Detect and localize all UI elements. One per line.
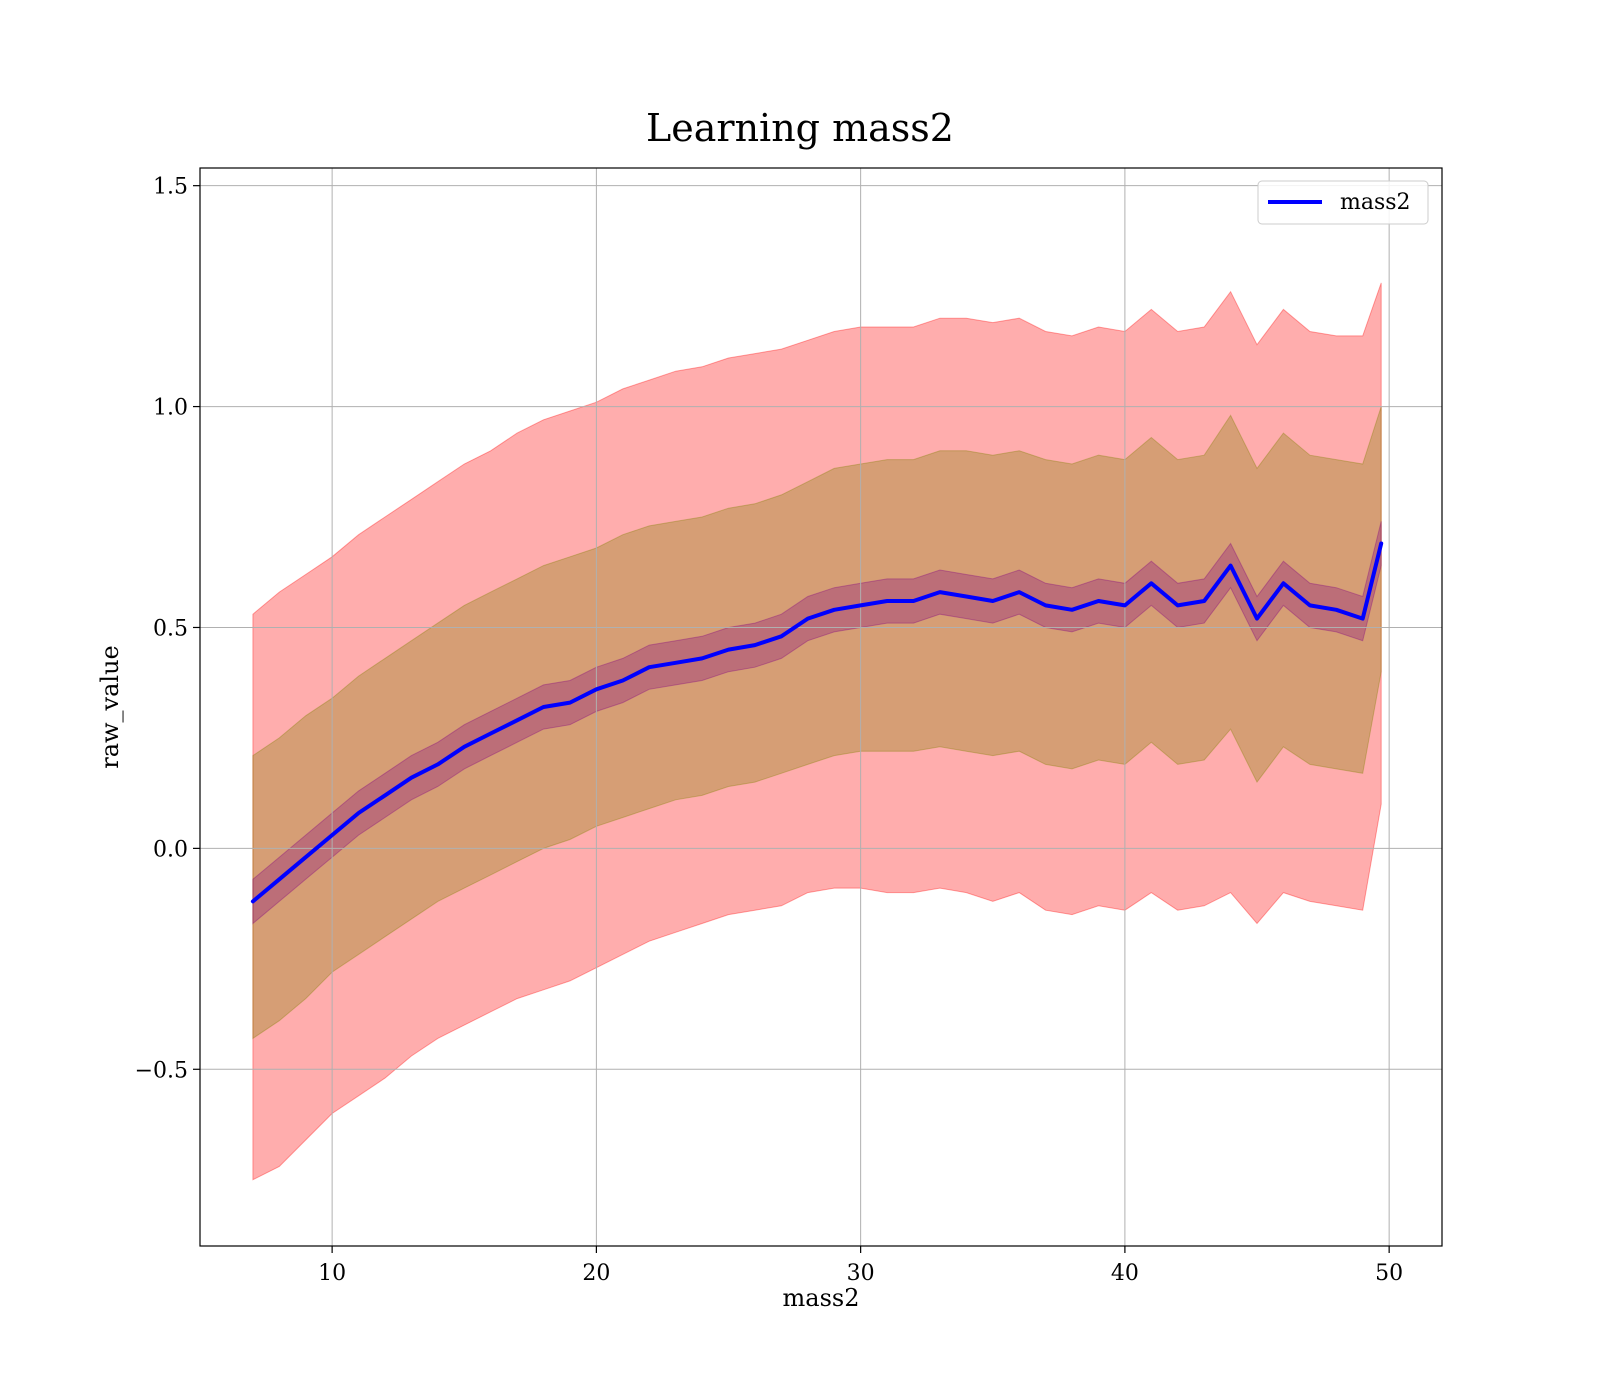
x-axis-ticks: 10 20 30 40 50 (318, 1246, 1403, 1286)
y-tick-label-0: −0.5 (135, 1058, 188, 1083)
y-tick-label-2: 0.5 (153, 616, 188, 641)
x-tick-label-3: 40 (1111, 1261, 1139, 1286)
x-axis-label: mass2 (783, 1284, 860, 1312)
legend-box (1257, 180, 1429, 225)
legend-label: mass2 (1340, 190, 1411, 215)
y-axis-ticks: −0.5 0.0 0.5 1.0 1.5 (135, 175, 200, 1083)
series-line-0 (250, 541, 1384, 904)
y-axis-label: raw_value (96, 645, 124, 769)
grid-layer (200, 168, 1442, 1246)
x-tick-label-4: 50 (1375, 1261, 1403, 1286)
y-tick-label-4: 1.5 (153, 175, 188, 200)
legend: mass2 (1257, 180, 1429, 225)
x-tick-label-0: 10 (318, 1261, 346, 1286)
x-tick-label-1: 20 (582, 1261, 610, 1286)
plot-frame (199, 167, 1443, 1247)
bands-layer (252, 282, 1382, 1181)
band-2 (252, 521, 1382, 925)
y-tick-label-3: 1.0 (153, 396, 188, 421)
series-layer (250, 541, 1384, 904)
x-tick-label-2: 30 (847, 1261, 875, 1286)
chart-title: Learning mass2 (646, 106, 954, 150)
band-0 (252, 282, 1382, 1181)
y-tick-label-1: 0.0 (153, 837, 188, 862)
band-1 (252, 406, 1382, 1040)
